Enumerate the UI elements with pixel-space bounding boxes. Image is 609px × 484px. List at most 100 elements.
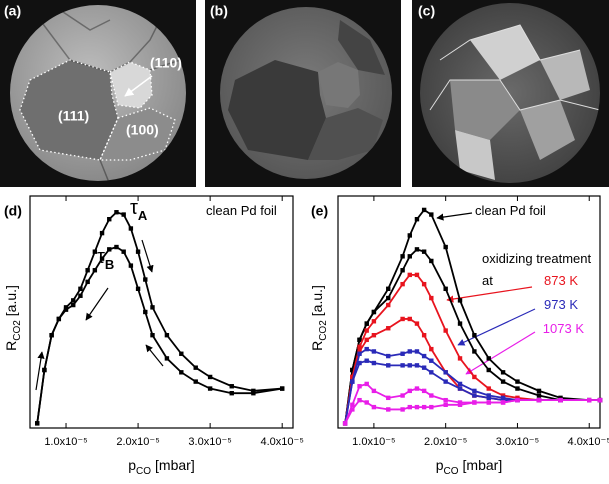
annotation: oxidizing treatment — [482, 251, 591, 266]
data-point — [443, 370, 448, 375]
y-label-unit: [a.u.] — [309, 285, 325, 316]
data-point — [414, 321, 420, 326]
data-point — [49, 333, 54, 338]
data-point — [56, 316, 62, 322]
data-point — [597, 397, 603, 403]
data-line — [36, 211, 283, 424]
data-point — [558, 395, 563, 401]
data-point — [472, 374, 477, 380]
data-point — [400, 281, 405, 287]
data-point — [251, 388, 256, 394]
annotation-text: clean Pd foil — [206, 203, 277, 218]
data-point — [472, 388, 477, 394]
annotation-sub: A — [138, 208, 148, 223]
data-point — [486, 386, 491, 391]
data-point — [429, 404, 434, 410]
data-point — [135, 286, 141, 291]
annotation: clean Pd foil — [475, 203, 546, 218]
data-point — [78, 286, 83, 291]
data-point — [179, 370, 184, 375]
data-point — [121, 249, 126, 254]
data-point — [371, 388, 377, 394]
x-axis-label: pCO [mbar] — [128, 457, 194, 477]
panel-label: (c) — [418, 3, 435, 19]
chart: 1.0x10⁻⁵ 2.0x10⁻⁵ 3.0x10⁻⁵ 4.0x10⁻⁵ (e) pCO [m… — [309, 195, 609, 477]
x-tick-label: 2.0x10⁻⁵ — [424, 436, 467, 448]
data-line — [344, 348, 600, 424]
panel-label: (a) — [4, 3, 21, 19]
data-point — [179, 351, 184, 356]
data-point — [371, 360, 377, 366]
data-point — [350, 379, 355, 384]
data-point — [443, 286, 448, 291]
data-point — [536, 393, 542, 398]
plot-frame — [337, 195, 601, 429]
annotation-text: 973 K — [544, 297, 578, 312]
plot-frame — [29, 195, 294, 429]
x-tick-label: 1.0x10⁻⁵ — [352, 436, 395, 448]
panel-label: (e) — [311, 203, 328, 219]
data-point — [193, 365, 198, 370]
data-point — [42, 367, 47, 373]
annotation-text: oxidizing treatment — [482, 251, 591, 266]
data-point — [164, 356, 170, 361]
data-point — [457, 402, 463, 407]
data-point — [500, 397, 506, 403]
data-point — [128, 226, 134, 231]
data-point — [114, 244, 119, 250]
data-point — [150, 333, 155, 338]
data-point — [400, 254, 405, 259]
data-point — [421, 249, 427, 254]
annotation-text: 873 K — [544, 273, 578, 288]
data-point — [164, 333, 170, 338]
data-point — [443, 379, 448, 384]
data-point — [386, 326, 391, 331]
data-point — [414, 272, 420, 278]
data-point — [386, 395, 391, 401]
data-point — [251, 391, 256, 396]
x-label-unit: [mbar] — [463, 457, 503, 473]
data-point — [457, 298, 463, 303]
y-axis-label: RCO2 [a.u.] — [3, 285, 23, 351]
data-point — [515, 395, 520, 401]
data-point — [85, 268, 90, 273]
data-point — [429, 393, 434, 398]
data-point — [457, 381, 463, 387]
data-point — [357, 384, 362, 389]
data-point — [128, 263, 134, 268]
panel-label: (d) — [4, 203, 22, 219]
image-b: (b) — [205, 0, 401, 187]
data-point — [143, 309, 148, 315]
data-point — [386, 295, 391, 301]
data-point — [457, 386, 463, 391]
x-label-main: p — [436, 457, 444, 473]
data-point — [407, 272, 412, 278]
annotation-text: 1073 K — [543, 321, 585, 336]
data-point — [357, 397, 362, 403]
data-point — [35, 421, 40, 426]
data-point — [500, 393, 506, 398]
panel-label: (b) — [210, 3, 228, 19]
data-point — [364, 400, 369, 405]
data-point — [421, 404, 427, 410]
data-point — [193, 379, 198, 384]
x-tick-label: 2.0x10⁻⁵ — [116, 436, 159, 448]
data-point — [92, 249, 98, 254]
data-point — [443, 328, 448, 333]
data-point — [472, 349, 477, 354]
x-tick-label: 3.0x10⁻⁵ — [496, 436, 539, 448]
data-point — [143, 277, 148, 282]
data-point — [429, 212, 434, 217]
x-label-sub: CO — [444, 466, 459, 477]
data-point — [63, 307, 69, 312]
data-point — [515, 397, 520, 403]
data-point — [407, 233, 412, 238]
data-point — [443, 402, 448, 407]
data-point — [407, 363, 412, 368]
y-label-sub: CO2 — [12, 320, 23, 341]
data-point — [536, 397, 542, 403]
data-point — [414, 247, 420, 252]
image-a: (a) (110) (111) (100) — [0, 0, 196, 187]
x-tick-label: 4.0x10⁻⁵ — [568, 436, 609, 448]
